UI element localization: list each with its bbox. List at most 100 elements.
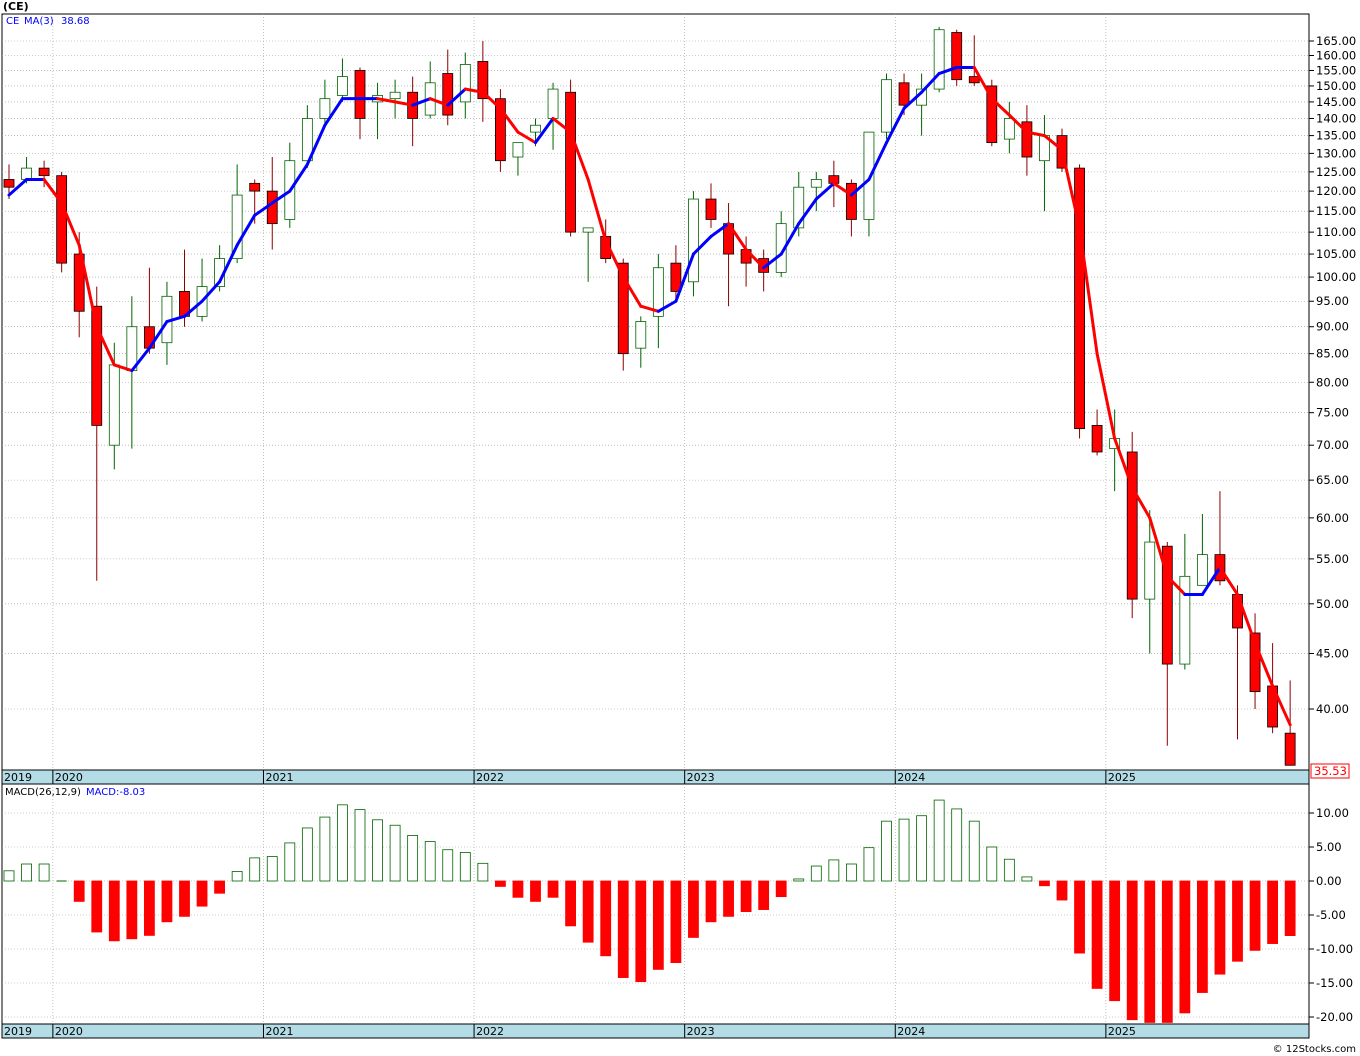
- candle-body: [1003, 118, 1015, 140]
- candle-body: [231, 194, 243, 259]
- macd-bar: [38, 863, 50, 882]
- macd-bar: [652, 880, 664, 970]
- price-tick-label: 140.00: [1316, 111, 1356, 125]
- macd-year-label: 2023: [687, 1025, 715, 1038]
- candle-body: [108, 364, 120, 446]
- candle: [337, 58, 348, 102]
- price-tick-label: 90.00: [1316, 320, 1349, 334]
- macd-bar: [1232, 880, 1243, 962]
- candle: [670, 245, 682, 302]
- macd-year-label: 2024: [897, 1025, 925, 1038]
- price-tick-label: 110.00: [1316, 225, 1356, 239]
- price-tick-label: 105.00: [1316, 247, 1356, 261]
- candle-body: [617, 262, 629, 355]
- ma-segment: [867, 141, 888, 181]
- ma-segment: [1200, 566, 1222, 596]
- macd-bar: [898, 818, 910, 882]
- macd-bar: [1267, 880, 1278, 944]
- price-tick-label: 125.00: [1316, 165, 1356, 179]
- candle-body: [1144, 541, 1156, 600]
- macd-bar: [1021, 876, 1033, 882]
- macd-year-label: 2021: [265, 1025, 293, 1038]
- macd-bar: [565, 880, 576, 927]
- candle: [565, 79, 576, 237]
- candle: [1197, 513, 1208, 586]
- candle: [810, 171, 822, 212]
- candle-body: [512, 142, 524, 158]
- candle-body: [951, 32, 963, 81]
- candle-body: [301, 118, 313, 162]
- candle-body: [91, 305, 103, 426]
- ma-segment: [621, 275, 643, 308]
- ma-segment: [235, 213, 257, 247]
- macd-bar: [21, 863, 32, 882]
- candle-body: [3, 179, 15, 188]
- macd-bar: [354, 809, 366, 882]
- macd-bar: [442, 849, 454, 882]
- ma-segment: [885, 106, 906, 145]
- candle: [512, 142, 524, 176]
- macd-bar: [1179, 880, 1191, 1014]
- ma-segment: [814, 181, 836, 201]
- price-tick-label: 65.00: [1316, 473, 1349, 487]
- price-tick-label: 75.00: [1316, 406, 1349, 420]
- candle-body: [21, 167, 32, 180]
- ma-segment: [323, 97, 344, 127]
- price-year-label: 2021: [265, 771, 293, 784]
- candle-body: [635, 321, 647, 349]
- candle: [301, 105, 313, 169]
- candle-body: [459, 64, 471, 103]
- ma-segment: [972, 65, 994, 101]
- ma-segment: [639, 304, 660, 313]
- macd-bar: [337, 804, 348, 882]
- price-year-label: 2020: [55, 771, 83, 784]
- macd-bar: [512, 880, 524, 898]
- candle-body: [863, 131, 875, 220]
- candle: [1144, 510, 1156, 654]
- macd-year-label: 2022: [476, 1025, 504, 1038]
- macd-bar: [214, 880, 226, 894]
- macd-year-label: 2025: [1108, 1025, 1136, 1038]
- candle-body: [547, 88, 559, 119]
- price-year-label: 2022: [476, 771, 504, 784]
- candle: [477, 41, 489, 122]
- ma-segment: [1060, 148, 1082, 230]
- candle-body: [530, 124, 541, 133]
- macd-tick-label: 5.00: [1316, 840, 1342, 854]
- ma-segment: [656, 299, 678, 313]
- macd-tick-label: -20.00: [1316, 1010, 1353, 1024]
- candle-body: [354, 70, 366, 119]
- ma-segment: [183, 299, 204, 318]
- ma-segment: [253, 201, 274, 217]
- macd-x-axis: 2019 2020 2021 2022 2023 2024 2025: [4, 1024, 1136, 1038]
- candle-body: [38, 167, 50, 177]
- candle-body: [389, 91, 401, 100]
- ma-segment: [1236, 592, 1257, 645]
- ma-segment: [270, 189, 292, 205]
- watermark: © 12Stocks.com: [1273, 1044, 1356, 1055]
- ma-segment: [709, 222, 731, 238]
- ma-segment: [1007, 113, 1029, 134]
- ma-segment: [516, 130, 537, 145]
- price-tick-label: 160.00: [1316, 49, 1356, 63]
- candle: [91, 286, 103, 581]
- price-tick-label: 135.00: [1316, 129, 1356, 143]
- candle-body: [1197, 554, 1208, 586]
- macd-y-axis: 10.00 5.00 0.00 -5.00 -10.00 -15.00 -20.00: [1309, 806, 1353, 1024]
- macd-bar: [1144, 880, 1156, 1023]
- ma-segment: [1113, 437, 1134, 489]
- price-tick-label: 150.00: [1316, 79, 1356, 93]
- ma-segment: [551, 116, 573, 134]
- macd-bar: [477, 862, 489, 882]
- candle: [635, 316, 647, 368]
- candle-body: [1249, 632, 1261, 693]
- candle-body: [319, 98, 331, 119]
- macd-grid: [2, 784, 1309, 1024]
- ma-segment: [481, 90, 502, 110]
- ma-segment: [428, 97, 450, 107]
- macd-value-label: MACD:-8.03: [86, 787, 145, 798]
- candle: [951, 29, 963, 86]
- macd-tick-label: -10.00: [1316, 942, 1353, 956]
